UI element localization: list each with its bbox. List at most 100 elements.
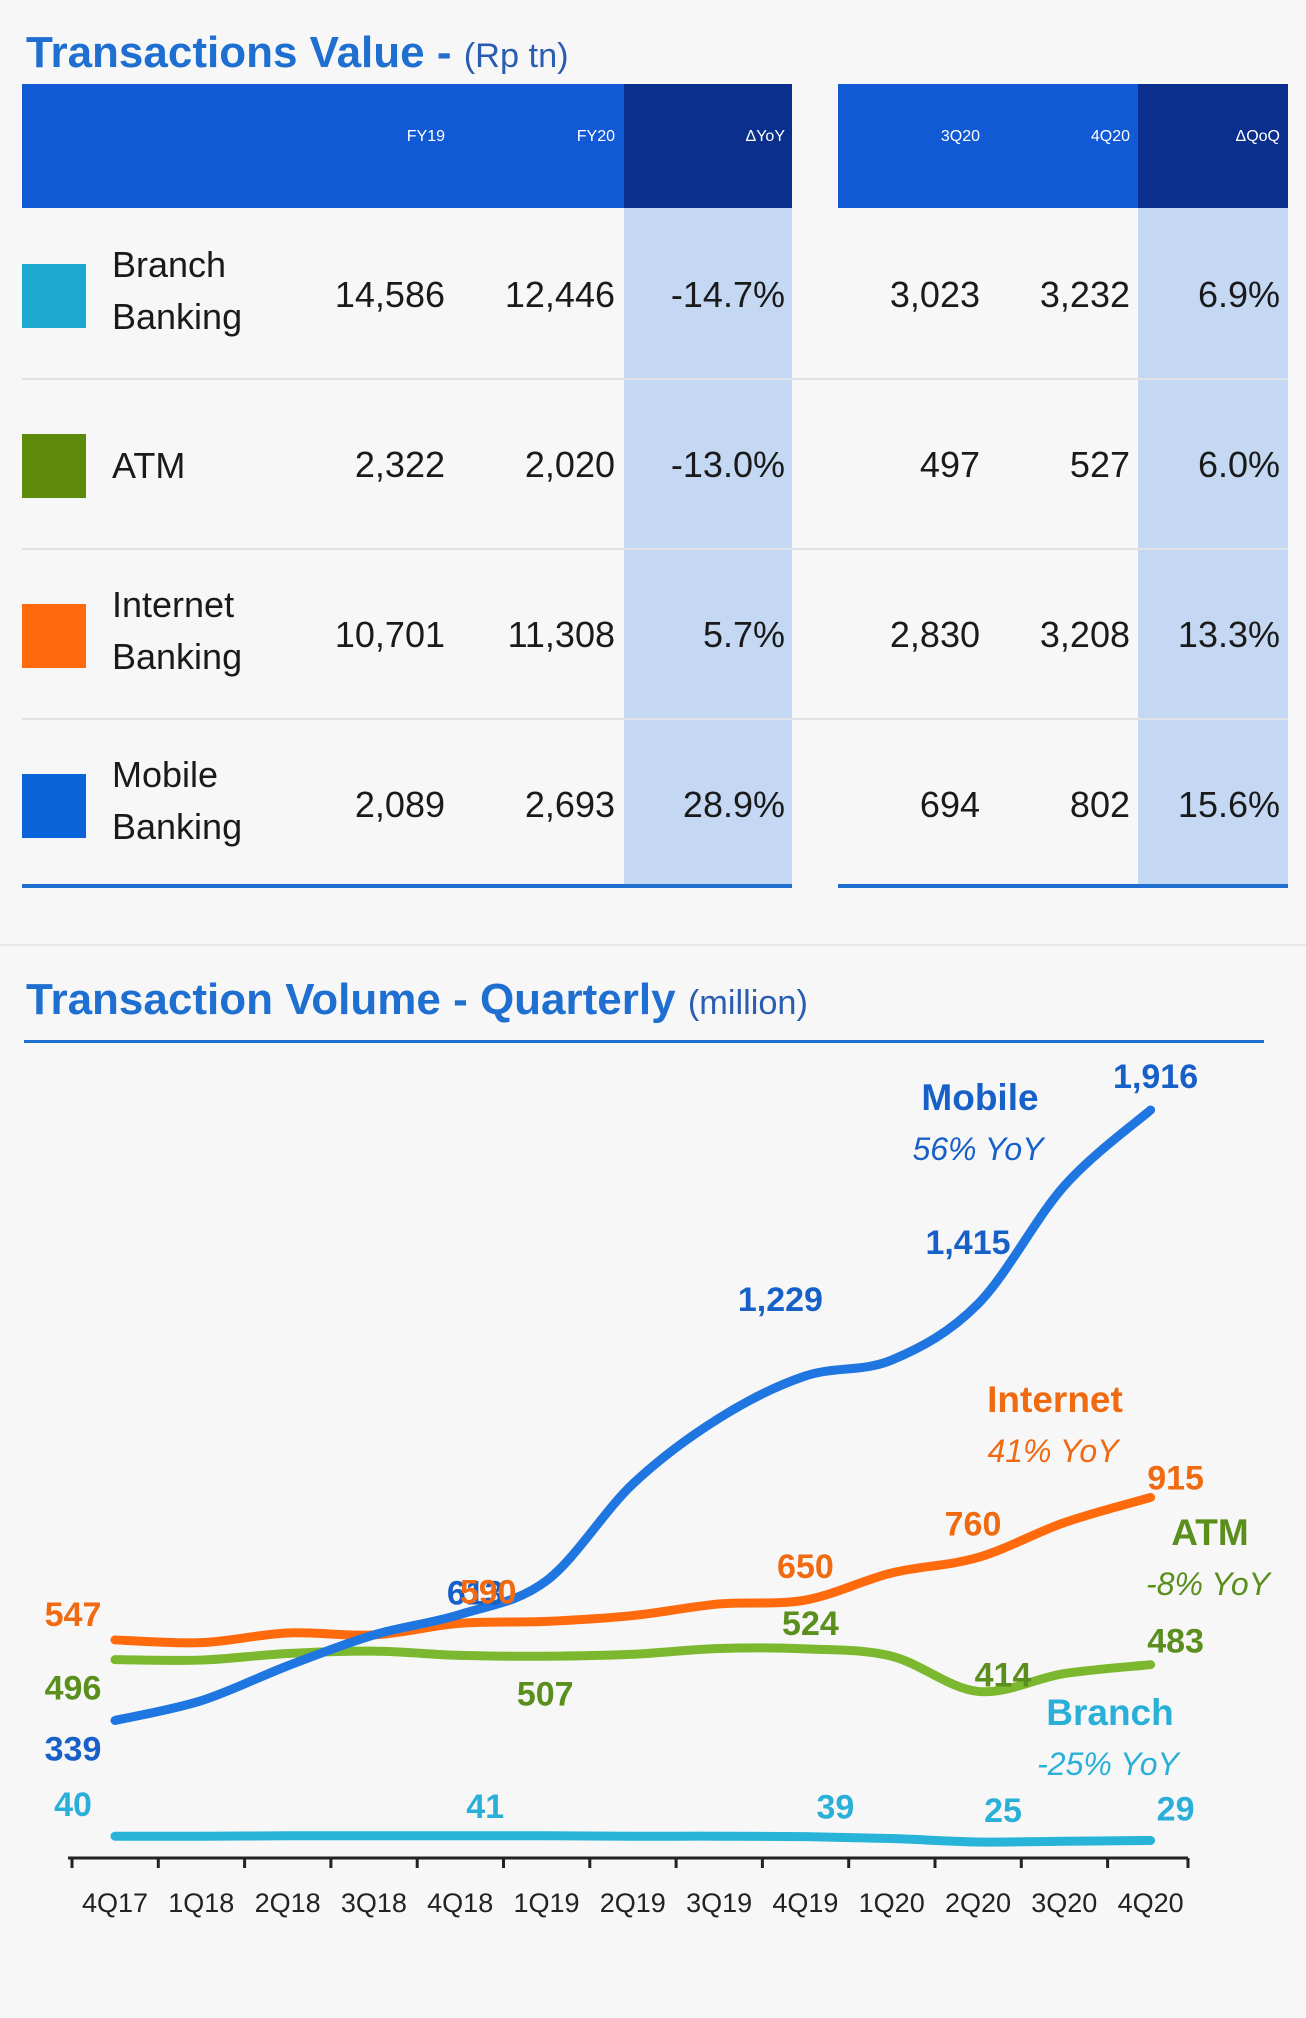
cell-1-5: 6.0% (1197, 444, 1280, 485)
cell-0-4: 3,232 (1039, 274, 1130, 315)
cell-0-2: -14.7% (670, 274, 785, 315)
cell-2-2: 5.7% (702, 614, 785, 655)
series-name-atm: ATM (1171, 1512, 1248, 1553)
cell-3-4: 802 (1069, 784, 1130, 825)
column-header-4: 4Q20 (1090, 128, 1130, 145)
chart-title-unit: (million) (687, 984, 808, 1022)
chart-title-rule (24, 1040, 1264, 1043)
x-tick-label-12: 4Q20 (1118, 1888, 1184, 1918)
cell-1-4: 527 (1069, 444, 1130, 485)
x-tick-label-1: 1Q18 (168, 1888, 234, 1918)
data-label-branch-8: 39 (816, 1789, 854, 1827)
series-line-mobile (110, 1105, 1156, 1725)
x-tick-label-5: 1Q19 (513, 1888, 579, 1918)
series-growth-mobile: 56% YoY (912, 1131, 1046, 1167)
cell-1-1: 2,020 (524, 444, 615, 485)
row-label-3-line1: Mobile (112, 754, 219, 795)
data-label-mobile-12: 1,916 (1113, 1058, 1198, 1096)
row-label-2-line2: Banking (112, 636, 243, 677)
data-label-mobile-10: 1,415 (925, 1224, 1010, 1262)
data-label-branch-12: 29 (1157, 1790, 1195, 1828)
column-header-0: FY19 (406, 128, 445, 145)
column-header-2: ΔYoY (745, 128, 785, 145)
data-label-mobile-8: 1,229 (738, 1281, 823, 1319)
table-title-text: Transactions Value - (26, 28, 452, 77)
table-header-qoq (1138, 84, 1288, 208)
data-label-internet-8: 650 (777, 1548, 834, 1586)
data-label-atm-8: 524 (782, 1605, 839, 1643)
cell-0-0: 14,586 (334, 274, 445, 315)
x-tick-label-11: 3Q20 (1031, 1888, 1097, 1918)
data-label-branch-10: 25 (984, 1792, 1022, 1830)
data-label-internet-4: 590 (460, 1573, 517, 1611)
series-name-branch: Branch (1046, 1692, 1173, 1733)
data-label-internet-12: 915 (1147, 1459, 1204, 1497)
cell-1-0: 2,322 (354, 444, 445, 485)
table-bottom-rule-right (838, 884, 1288, 888)
section-divider (0, 944, 1306, 946)
data-label-mobile-4: 613 (447, 1574, 504, 1612)
x-tick-label-10: 2Q20 (945, 1888, 1011, 1918)
cell-0-3: 3,023 (889, 274, 980, 315)
cell-1-3: 497 (919, 444, 980, 485)
row-separator-0 (22, 378, 1288, 380)
series-line-atm (110, 1643, 1156, 1697)
cell-2-1: 11,308 (507, 614, 615, 655)
legend-swatch-1 (22, 434, 86, 498)
x-tick-label-3: 3Q18 (341, 1888, 407, 1918)
data-label-branch-4: 41 (466, 1788, 504, 1826)
series-line-branch (110, 1831, 1156, 1847)
cell-2-4: 3,208 (1039, 614, 1130, 655)
cell-0-1: 12,446 (504, 274, 615, 315)
legend-swatch-0 (22, 264, 86, 328)
table-header-left (22, 84, 624, 208)
cell-0-5: 6.9% (1197, 274, 1280, 315)
column-header-3: 3Q20 (940, 128, 980, 145)
data-label-atm-0: 496 (45, 1670, 102, 1708)
column-header-5: ΔQoQ (1235, 128, 1280, 145)
table-header-yoy (624, 84, 792, 208)
table-title-unit: (Rp tn) (463, 37, 569, 75)
cell-3-2: 28.9% (682, 784, 785, 825)
x-tick-label-6: 2Q19 (600, 1888, 666, 1918)
cell-3-3: 694 (919, 784, 980, 825)
data-label-internet-0: 547 (45, 1596, 102, 1634)
cell-3-0: 2,089 (354, 784, 445, 825)
data-label-atm-10: 414 (975, 1656, 1032, 1694)
data-label-atm-4: 507 (517, 1675, 574, 1713)
series-growth-internet: 41% YoY (987, 1433, 1121, 1469)
cell-1-2: -13.0% (670, 444, 785, 485)
series-name-internet: Internet (987, 1379, 1123, 1420)
cell-3-5: 15.6% (1177, 784, 1280, 825)
row-separator-2 (22, 718, 1288, 720)
data-label-mobile-0: 339 (45, 1730, 102, 1768)
x-tick-label-8: 4Q19 (772, 1888, 838, 1918)
series-line-internet (110, 1492, 1156, 1648)
row-label-0-line2: Banking (112, 296, 243, 337)
x-tick-label-4: 4Q18 (427, 1888, 493, 1918)
table-bottom-rule-left (22, 884, 792, 888)
legend-swatch-2 (22, 604, 86, 668)
row-label-1-line1: ATM (112, 445, 186, 486)
series-growth-branch: -25% YoY (1037, 1746, 1181, 1782)
chart-title: Transaction Volume - Quarterly (million) (26, 975, 808, 1025)
cell-2-0: 10,701 (334, 614, 445, 655)
legend-swatch-3 (22, 774, 86, 838)
chart-title-text: Transaction Volume - Quarterly (26, 975, 676, 1024)
row-label-2-line1: Internet (112, 584, 235, 625)
cell-2-5: 13.3% (1177, 614, 1280, 655)
row-label-3-line2: Banking (112, 806, 243, 847)
x-tick-label-9: 1Q20 (859, 1888, 925, 1918)
column-header-1: FY20 (576, 128, 615, 145)
x-tick-label-7: 3Q19 (686, 1888, 752, 1918)
cell-3-1: 2,693 (524, 784, 615, 825)
series-growth-atm: -8% YoY (1146, 1566, 1273, 1602)
data-label-atm-12: 483 (1147, 1623, 1204, 1661)
row-separator-1 (22, 548, 1288, 550)
data-label-branch-0: 40 (54, 1786, 92, 1824)
table-header-right (838, 84, 1138, 208)
cell-2-3: 2,830 (889, 614, 980, 655)
series-name-mobile: Mobile (921, 1077, 1038, 1118)
table-title: Transactions Value - (Rp tn) (26, 28, 569, 78)
